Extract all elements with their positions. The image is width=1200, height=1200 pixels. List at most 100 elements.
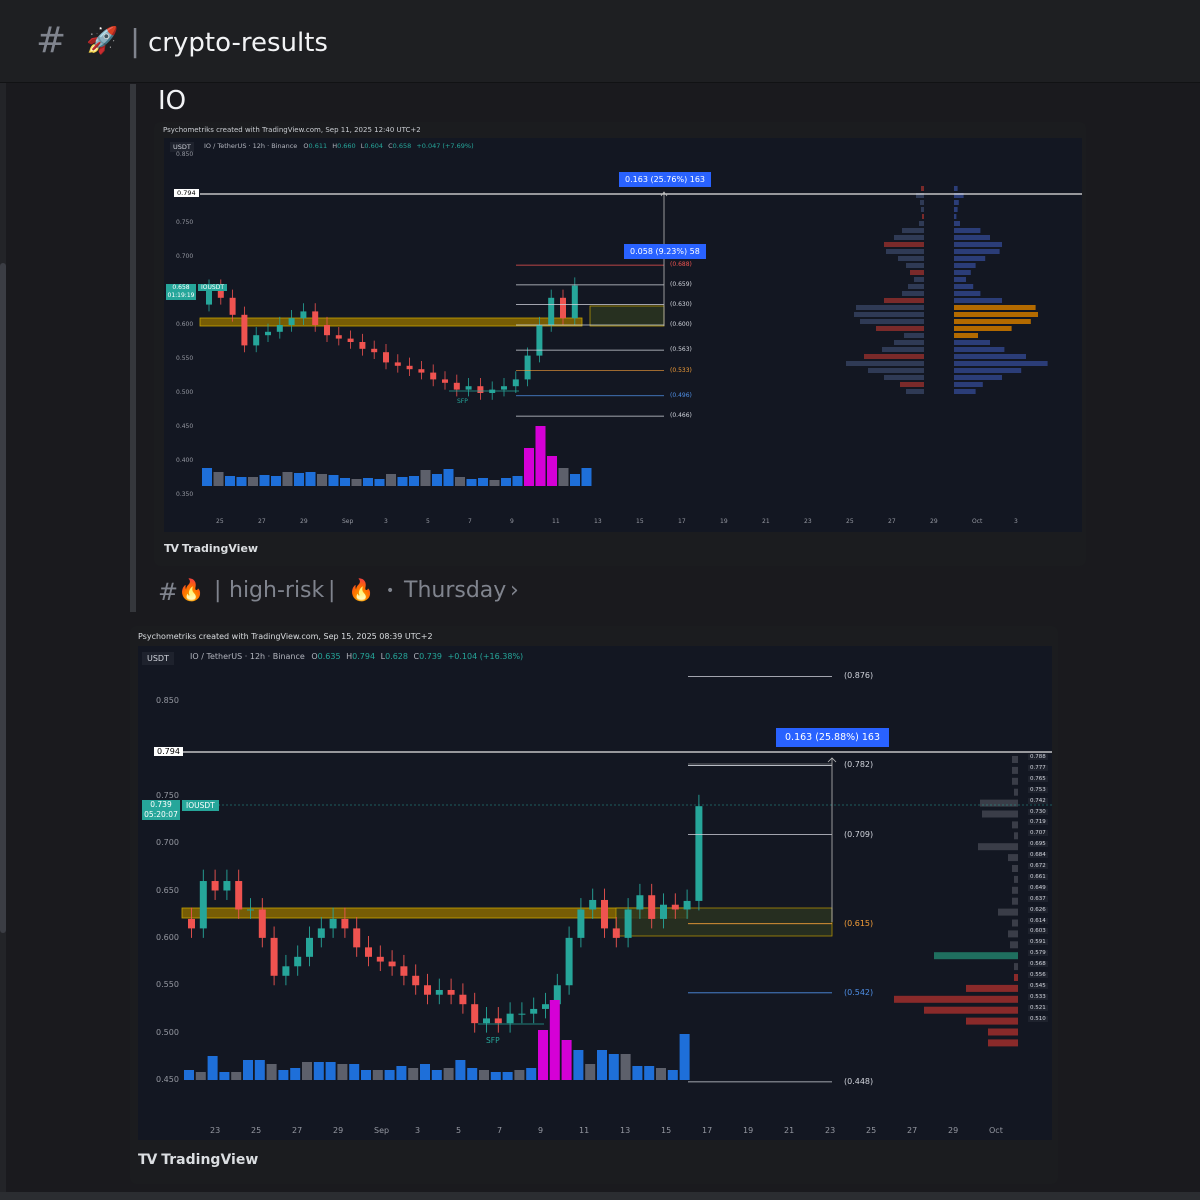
- chart2-volume-bar: [502, 1072, 513, 1080]
- chart1-svg[interactable]: [164, 138, 1082, 532]
- chart2-right-price: 0.614: [1028, 917, 1048, 924]
- chart2-candle: [636, 895, 644, 910]
- chart1-profile-left: [914, 277, 924, 282]
- thread-channel-bar[interactable]: # 🔥 | high-risk | 🔥 • Thursday ›: [158, 578, 558, 616]
- chart1-profile-left: [921, 186, 924, 191]
- chart2-volume-bar: [679, 1034, 690, 1080]
- chart1-profile-left: [884, 375, 924, 380]
- chart1-close: 0.658: [392, 142, 412, 150]
- chart1-volume-profile: [846, 186, 1048, 394]
- chart2-volume: [184, 1000, 690, 1080]
- chart1-profile-right: [954, 200, 959, 205]
- chart1-profile-right: [954, 347, 1005, 352]
- thread-name[interactable]: Thursday: [404, 578, 507, 603]
- chart2-area[interactable]: USDT IO / TetherUS · 12h · Binance O0.63…: [138, 646, 1052, 1140]
- chart1-profile-left: [856, 305, 924, 310]
- chart1-volume-bar: [478, 478, 488, 486]
- chart2-x-tick: 5: [456, 1126, 462, 1135]
- chart2-volume-bar: [337, 1064, 348, 1080]
- chart2-right-price: 0.556: [1028, 972, 1048, 978]
- chart1-candle: [477, 386, 484, 393]
- chart2-right-price: 0.684: [1028, 852, 1048, 859]
- chart1-profile-left: [902, 291, 924, 296]
- chart1-candle: [217, 287, 224, 298]
- chart2-candle: [589, 899, 597, 910]
- chart2-embed[interactable]: Psychometriks created with TradingView.c…: [130, 626, 1058, 1184]
- chart1-change: +0.047 (+7.69%): [416, 142, 474, 150]
- chart2-volume-bar: [467, 1068, 478, 1080]
- channel-name[interactable]: crypto-results: [148, 28, 328, 58]
- chart1-currency[interactable]: USDT: [170, 142, 194, 152]
- chart2-volume-bar: [231, 1072, 242, 1080]
- chart1-volume-bar: [443, 469, 454, 486]
- chart1-profile-right: [954, 375, 1002, 380]
- chevron-right-icon[interactable]: ›: [510, 578, 519, 603]
- scrollbar-thumb[interactable]: [0, 263, 6, 933]
- chart1-candle: [359, 342, 366, 349]
- chart2-right-price: 0.533: [1028, 993, 1048, 1000]
- chart1-profile-left: [920, 200, 924, 205]
- chart1-profile-left: [846, 361, 924, 366]
- chart2-profile-bar: [1012, 919, 1018, 927]
- chart1-profile-right: [954, 368, 1022, 373]
- chart2-candle: [223, 881, 231, 891]
- chart1-y-tick: 0.550: [176, 355, 194, 362]
- chart1-candle: [300, 311, 307, 319]
- highrisk-channel-name[interactable]: high-risk: [229, 578, 325, 603]
- chart2-profile-bar: [1012, 865, 1018, 872]
- chart1-x-tick: Sep: [342, 518, 354, 525]
- chart1-profile-left: [898, 256, 924, 261]
- chart1-x-tick: 27: [888, 518, 896, 525]
- chart2-candle: [601, 899, 608, 929]
- chart1-symbol-line: IO / TetherUS · 12h · Binance: [204, 142, 298, 150]
- chart2-x-tick: Oct: [989, 1126, 1003, 1135]
- chart1-profile-right: [954, 242, 1002, 247]
- chart1-profile-left: [922, 214, 924, 219]
- chart2-candle: [483, 1018, 490, 1024]
- chart2-x-tick: 19: [743, 1126, 754, 1135]
- chart1-volume-bar: [466, 479, 477, 486]
- chart1-y-tick: 0.750: [176, 219, 194, 226]
- chart2-x-tick: 29: [333, 1126, 344, 1135]
- chart2-volume-bar: [573, 1050, 584, 1080]
- chart2-candle: [424, 985, 431, 995]
- chart2-profile-bar: [1012, 821, 1018, 829]
- chart2-svg[interactable]: [138, 646, 1052, 1140]
- chart2-profile-bar: [1014, 875, 1018, 883]
- chart1-profile-right: [954, 235, 990, 240]
- chart2-currency[interactable]: USDT: [142, 652, 174, 665]
- chart1-profile-right: [954, 389, 976, 394]
- chart1-profile-right: [954, 193, 964, 198]
- chart2-volume-bar: [207, 1056, 218, 1080]
- chart1-x-tick: 17: [678, 518, 686, 525]
- chart2-candle: [471, 1004, 479, 1024]
- chart1-candle: [241, 314, 248, 346]
- chart2-candle: [447, 989, 455, 995]
- chart2-volume-bar: [325, 1062, 336, 1080]
- chart1-y-tick: 0.450: [176, 423, 194, 430]
- chart2-volume-bar: [184, 1070, 194, 1080]
- chart1-volume-bar: [374, 479, 385, 486]
- chart1-x-tick: 13: [594, 518, 602, 525]
- chart2-level-label: (0.542): [844, 987, 874, 997]
- chart2-right-price: 0.695: [1028, 841, 1048, 848]
- chart2-profile-bar: [1014, 974, 1018, 981]
- chart1-resistance-zone: [200, 318, 582, 326]
- chart1-y-tick: 0.600: [176, 321, 194, 328]
- chart2-candle: [211, 881, 219, 891]
- left-scrollbar[interactable]: [0, 83, 6, 1200]
- chart1-profile-left: [854, 312, 924, 317]
- chart1-level-label: (0.659): [670, 280, 692, 288]
- chart1-candle: [394, 362, 401, 366]
- chart2-volume-bar: [479, 1070, 489, 1080]
- chart1-area[interactable]: USDT IO / TetherUS · 12h · Binance O0.61…: [164, 138, 1082, 532]
- chart2-x-tick: 23: [210, 1126, 221, 1135]
- chart1-profile-right: [954, 333, 978, 338]
- chart2-right-price: 0.765: [1028, 775, 1048, 782]
- chart1-volume-bar: [547, 456, 557, 486]
- chart2-level-label: (0.782): [844, 760, 874, 770]
- chart2-volume-bar: [455, 1060, 466, 1080]
- chart1-volume-bar: [213, 472, 224, 486]
- chart1-embed[interactable]: Psychometriks created with TradingView.c…: [154, 122, 1086, 566]
- chart2-profile-bar: [966, 1017, 1018, 1025]
